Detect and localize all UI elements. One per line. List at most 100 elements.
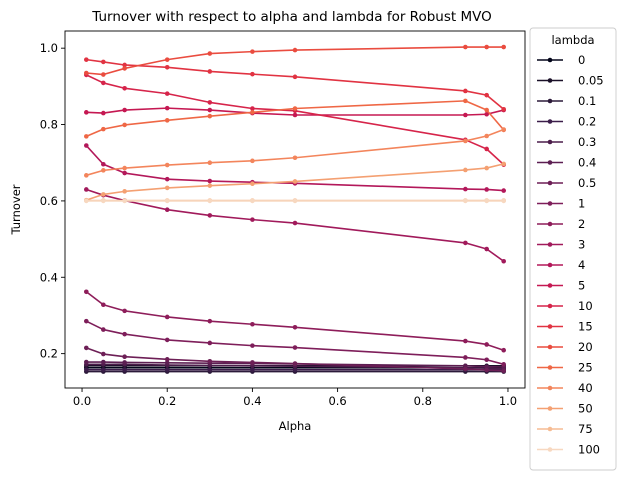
- data-point: [207, 340, 213, 346]
- legend-marker: [547, 98, 553, 104]
- legend-marker: [547, 365, 553, 370]
- y-tick-label: 0.6: [40, 194, 58, 208]
- legend-label: 10: [578, 299, 593, 313]
- data-point: [292, 74, 298, 80]
- series-1: [84, 318, 507, 367]
- series-100: [84, 198, 507, 204]
- data-point: [84, 143, 89, 148]
- x-tick-label: 0.8: [414, 394, 432, 408]
- data-point: [164, 162, 170, 168]
- data-point: [207, 367, 213, 372]
- series-0.5: [84, 345, 507, 374]
- data-point: [484, 92, 489, 98]
- data-point: [484, 367, 489, 373]
- legend-label: 20: [578, 340, 593, 354]
- data-point: [501, 106, 507, 112]
- legend-marker: [547, 385, 553, 391]
- legend-entry-0.5: 0.5: [537, 176, 596, 190]
- data-point: [250, 360, 255, 365]
- y-axis: 0.2 0.4 0.6 0.8 1.0: [40, 41, 65, 361]
- data-point: [292, 367, 298, 372]
- legend-label: 25: [578, 361, 593, 375]
- data-point: [484, 44, 489, 50]
- data-point: [101, 80, 106, 86]
- data-point: [101, 327, 106, 332]
- data-point: [484, 165, 489, 171]
- series-2: [84, 289, 507, 353]
- data-point: [164, 57, 170, 62]
- data-point: [250, 217, 255, 222]
- data-point: [484, 364, 489, 369]
- data-point: [164, 207, 170, 212]
- legend-label: 100: [578, 443, 600, 457]
- data-point: [463, 44, 468, 50]
- data-point: [250, 158, 255, 164]
- data-point: [101, 110, 106, 116]
- data-point: [463, 338, 468, 344]
- legend-label: 50: [578, 402, 593, 416]
- series-line-40: [86, 128, 504, 177]
- data-point: [101, 192, 106, 197]
- data-point: [122, 308, 127, 314]
- data-point: [164, 105, 170, 111]
- legend-label: 0.2: [578, 115, 596, 129]
- data-point: [484, 111, 489, 117]
- data-point: [84, 318, 89, 324]
- legend-label: 2: [578, 217, 585, 231]
- data-point: [207, 107, 213, 113]
- data-point: [292, 47, 298, 53]
- series-4: [84, 143, 507, 193]
- data-point: [122, 198, 127, 204]
- data-point: [101, 168, 106, 173]
- data-point: [122, 165, 127, 171]
- series-line-15: [86, 58, 505, 110]
- plot-frame: [64, 30, 526, 389]
- data-point: [484, 342, 489, 347]
- series-40: [84, 127, 507, 178]
- data-point: [484, 198, 489, 204]
- data-point: [207, 51, 213, 56]
- data-point: [463, 198, 468, 204]
- data-point: [122, 189, 127, 194]
- x-tick-label: 0.6: [328, 394, 346, 408]
- legend-label: 0.5: [578, 176, 596, 190]
- legend-entry-20: 20: [537, 340, 593, 354]
- legend: lambda 0 0.05 0.1 0.2 0.3 0.4 0.5 1 2 3 4 5 10 15 20 25…: [529, 27, 617, 471]
- data-point: [207, 113, 213, 119]
- data-point: [164, 314, 170, 320]
- legend-marker: [547, 160, 553, 165]
- data-point: [101, 59, 106, 65]
- data-point: [84, 289, 89, 295]
- legend-marker: [547, 283, 553, 288]
- data-point: [84, 173, 89, 178]
- data-point: [122, 354, 127, 359]
- legend-entry-5: 5: [537, 279, 585, 293]
- data-point: [292, 361, 298, 366]
- data-point: [84, 57, 89, 62]
- data-point: [463, 98, 468, 104]
- data-point: [101, 198, 106, 204]
- data-point: [250, 198, 255, 204]
- data-point: [122, 170, 127, 176]
- legend-label: 5: [578, 279, 585, 293]
- legend-entry-40: 40: [537, 381, 593, 395]
- legend-entry-3: 3: [537, 238, 585, 252]
- data-point: [292, 324, 298, 330]
- x-axis-label: Alpha: [279, 419, 312, 433]
- data-point: [122, 62, 127, 68]
- data-point: [292, 106, 298, 111]
- series-25: [84, 98, 507, 139]
- legend-entry-0.3: 0.3: [537, 135, 596, 149]
- data-point: [164, 360, 170, 366]
- legend-marker: [547, 221, 553, 227]
- legend-label: 0.3: [578, 135, 596, 149]
- data-point: [484, 146, 489, 152]
- data-point: [250, 49, 255, 54]
- series-10: [84, 72, 507, 167]
- legend-label: 0.1: [578, 94, 596, 108]
- legend-label: 0.05: [578, 74, 604, 88]
- data-point: [207, 160, 213, 166]
- data-point: [84, 187, 89, 192]
- data-point: [463, 112, 468, 118]
